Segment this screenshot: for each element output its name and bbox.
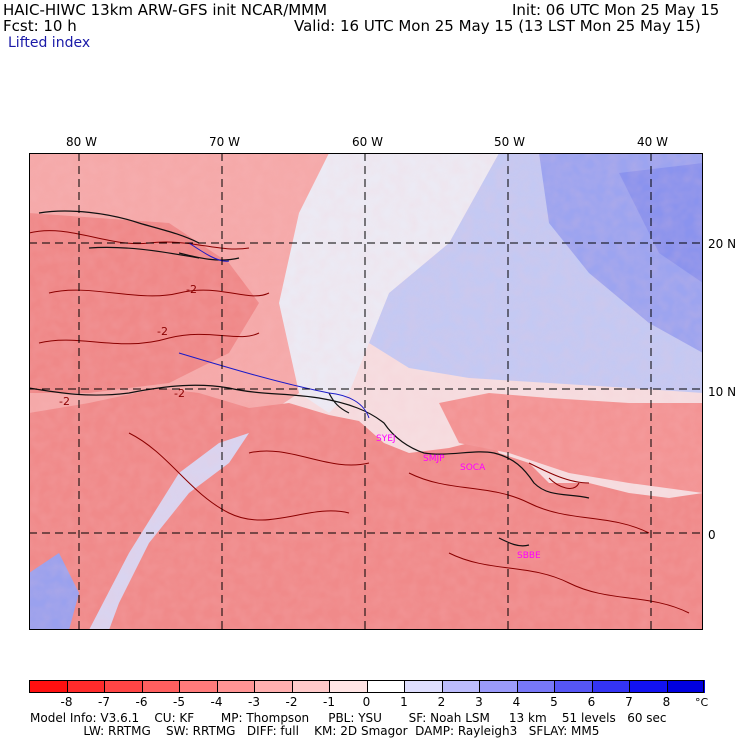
grid-lines <box>29 153 703 630</box>
station-smjp: SMJP <box>423 454 445 464</box>
station-syej: SYEJ <box>376 434 396 444</box>
colorbar-tick-label: -1 <box>323 695 335 709</box>
texture-overlay <box>29 153 703 630</box>
colorbar-tick-label: 7 <box>625 695 633 709</box>
colorbar <box>29 680 705 693</box>
map-frame <box>29 153 703 630</box>
lon-label-60w: 60 W <box>352 135 383 149</box>
colorbar-tick-label: -3 <box>248 695 260 709</box>
lon-label-80w: 80 W <box>66 135 97 149</box>
colorbar-swatch <box>104 680 143 693</box>
init-time: Init: 06 UTC Mon 25 May 15 <box>512 1 720 19</box>
field-name: Lifted index <box>8 35 91 51</box>
colorbar-tick-label: -6 <box>135 695 148 709</box>
contour-label: -2 <box>59 395 70 408</box>
colorbar-swatch <box>254 680 293 693</box>
colorbar-tick-label: 6 <box>587 695 596 709</box>
colorbar-tick-label: 8 <box>662 695 671 709</box>
colorbar-swatch <box>179 680 218 693</box>
colorbar-tick-label: 1 <box>400 695 408 709</box>
colorbar-tick-label: 4 <box>512 695 521 709</box>
colorbar-tick-label: 0 <box>362 695 371 709</box>
colorbar-tick-label: 2 <box>437 695 446 709</box>
model-info-line1: Model Info: V3.6.1 CU: KF MP: Thompson P… <box>30 711 667 725</box>
colorbar-unit: °C <box>695 696 709 709</box>
colorbar-swatch <box>141 680 180 693</box>
colorbar-swatch <box>441 680 480 693</box>
colorbar-swatch <box>516 680 555 693</box>
colorbar-swatch <box>216 680 255 693</box>
coastlines <box>29 210 590 547</box>
valid-time: Valid: 16 UTC Mon 25 May 15 (13 LST Mon … <box>294 17 701 35</box>
colorbar-tick-label: -7 <box>98 695 110 709</box>
contour-label: -2 <box>174 387 185 400</box>
contour-label: -2 <box>157 325 168 338</box>
colorbar-tick-label: -4 <box>210 695 223 709</box>
lat-label-10n: 10 N <box>708 385 737 399</box>
station-soca: SOCA <box>460 463 486 473</box>
lon-label-70w: 70 W <box>209 135 240 149</box>
lifted-index-map: -2 -2 -2 -2 SYEJ SMJP SOCA SBBE <box>29 153 703 630</box>
colorbar-swatch <box>66 680 105 693</box>
colorbar-swatch <box>666 680 705 693</box>
lon-label-40w: 40 W <box>637 135 668 149</box>
forecast-hour: Fcst: 10 h <box>3 17 77 35</box>
colorbar-swatch <box>554 680 593 693</box>
colorbar-tick-label: -5 <box>173 695 185 709</box>
colorbar-swatch <box>404 680 443 693</box>
colorbar-tick-label: 3 <box>475 695 483 709</box>
title: HAIC-HIWC 13km ARW-GFS init NCAR/MMM <box>3 1 328 19</box>
rivers <box>178 242 370 419</box>
model-info-line2: LW: RRTMG SW: RRTMG DIFF: full KM: 2D Sm… <box>30 724 600 738</box>
lat-label-20n: 20 N <box>708 237 737 251</box>
station-sbbe: SBBE <box>517 551 541 561</box>
lat-label-0: 0 <box>708 528 716 542</box>
contour-label: -2 <box>186 283 197 296</box>
colorbar-tick-label: 5 <box>550 695 558 709</box>
colorbar-tick-label: -8 <box>60 695 73 709</box>
colorbar-swatch <box>291 680 330 693</box>
colorbar-tick-label: -2 <box>285 695 298 709</box>
colorbar-swatch <box>591 680 630 693</box>
lon-label-50w: 50 W <box>494 135 525 149</box>
colorbar-swatch <box>629 680 668 693</box>
colorbar-swatch <box>366 680 405 693</box>
colorbar-swatch <box>329 680 368 693</box>
colorbar-swatch <box>479 680 518 693</box>
